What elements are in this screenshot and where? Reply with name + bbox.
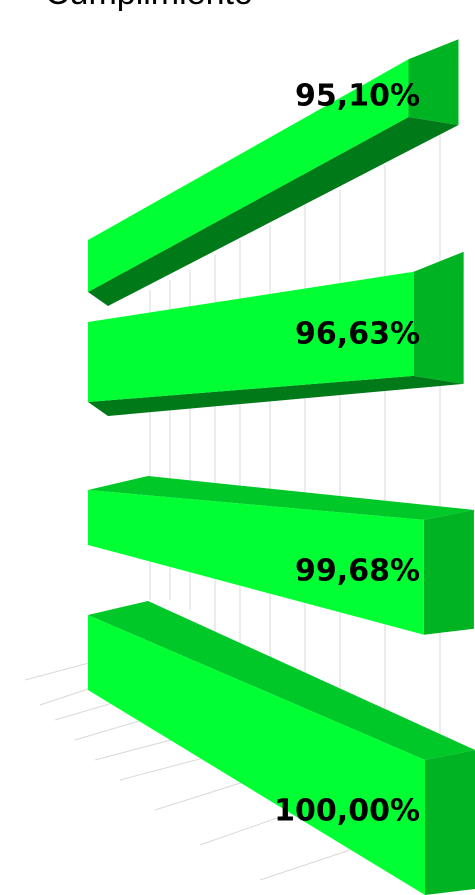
bar (88, 59, 409, 293)
value-label: 95,10% (295, 79, 420, 114)
bar-side (88, 117, 459, 307)
value-label: 99,68% (295, 554, 420, 589)
value-label: 100,00% (274, 794, 420, 829)
bar (88, 490, 424, 635)
bar (88, 271, 414, 402)
bar-side (88, 375, 464, 416)
bar-end (425, 750, 475, 895)
bar-side (88, 601, 475, 760)
bar (88, 615, 425, 895)
chart-title: Cumplimiento (45, 0, 253, 12)
bar-end (408, 39, 459, 126)
bar-side (88, 476, 474, 520)
bar-end (423, 509, 474, 635)
value-label: 96,63% (295, 317, 420, 352)
bar-end (413, 251, 464, 384)
